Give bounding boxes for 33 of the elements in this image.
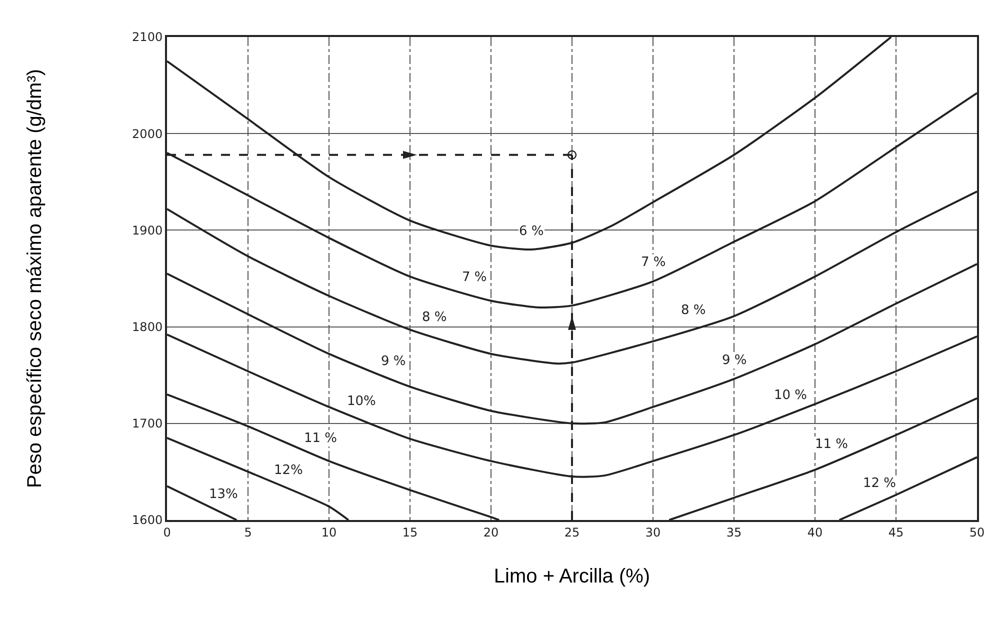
annotation: 11 % [304, 431, 338, 446]
x-tick-label: 5 [244, 525, 252, 540]
annotation: 6 % [519, 224, 544, 239]
x-tick-label: 30 [645, 525, 661, 540]
annotation: 9 % [381, 354, 406, 369]
annotation: 8 % [681, 303, 706, 318]
x-tick-label: 20 [483, 525, 499, 540]
y-tick-label: 1900 [132, 223, 163, 238]
y-tick-label: 2100 [132, 30, 163, 44]
annotation: 7 % [462, 270, 487, 285]
x-tick-label: 50 [969, 525, 985, 540]
annotation: 8 % [422, 310, 447, 325]
x-tick-label: 0 [163, 525, 171, 540]
annotation: 12% [274, 463, 303, 478]
annotation: 7 % [641, 255, 666, 270]
annotation: 11 % [815, 437, 848, 452]
y-tick-label: 1800 [132, 320, 163, 334]
x-tick-label: 45 [888, 525, 904, 540]
annotation: 9 % [722, 353, 747, 368]
annotation: 13% [209, 487, 238, 502]
annotation: 10% [347, 394, 376, 409]
annotation: 12 % [863, 476, 896, 491]
x-tick-label: 35 [726, 525, 742, 540]
x-tick-label: 25 [564, 525, 580, 540]
y-axis-title: Peso específico seco máximo aparente (g/dm³) [24, 68, 46, 488]
y-tick-label: 1700 [132, 416, 163, 431]
x-tick-label: 10 [321, 525, 337, 540]
annotation: 10 % [774, 388, 808, 403]
y-tick-label: 1600 [132, 513, 163, 528]
x-tick-label: 40 [807, 525, 823, 540]
y-tick-label: 2000 [132, 126, 163, 141]
x-tick-label: 15 [402, 525, 418, 540]
x-axis-title: Limo + Arcilla (%) [494, 565, 650, 588]
